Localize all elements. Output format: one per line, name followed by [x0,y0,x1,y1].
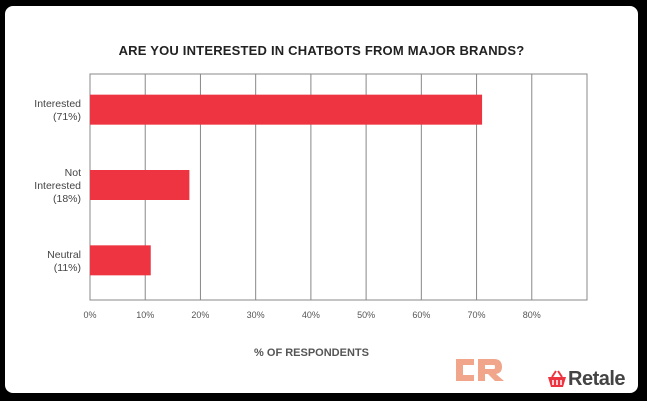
y-category-label-line: Neutral [47,249,81,261]
basket-icon [548,370,566,387]
chart-title: ARE YOU INTERESTED IN CHATBOTS FROM MAJO… [118,43,525,58]
bar-chart: 0% 10% 20% 30% 40% 50% 60% 70% 80%Interested (71%… [34,73,588,320]
x-tick-label: 80% [523,310,541,320]
y-category-label-line: (71%) [53,111,81,123]
y-category-label: Interested (71%) [34,98,81,123]
x-tick-label: 10% [136,310,154,320]
x-tick-label: 50% [357,310,375,320]
x-tick-label: 30% [247,310,265,320]
bar [90,170,190,200]
x-axis-label-text: % OF RESPONDENTS [254,347,369,359]
y-category-label: Not Interested (18%) [34,167,81,205]
x-tick-label: 70% [468,310,486,320]
bar [90,94,483,125]
y-category-label-line: Not [65,167,81,179]
x-tick-label: 40% [302,310,320,320]
chart-card: ARE YOU INTERESTED IN CHATBOTS FROM MAJO… [5,6,638,393]
x-tick-label: 20% [191,310,209,320]
x-tick-label: 0% [83,310,96,320]
retale-logo-text: Retale [568,367,626,390]
bar [90,245,151,276]
y-category-label-line: (18%) [53,193,81,205]
retale-logo: Retale [546,366,626,392]
x-tick-label: 60% [412,310,430,320]
y-category-label-line: Interested [34,180,81,192]
y-category-label: Neutral (11%) [47,249,81,274]
cr-logo [456,359,504,381]
x-axis-label: % OF RESPONDENTS [5,347,638,359]
y-category-label-line: Interested [34,98,81,110]
y-category-label-line: (11%) [54,262,81,274]
